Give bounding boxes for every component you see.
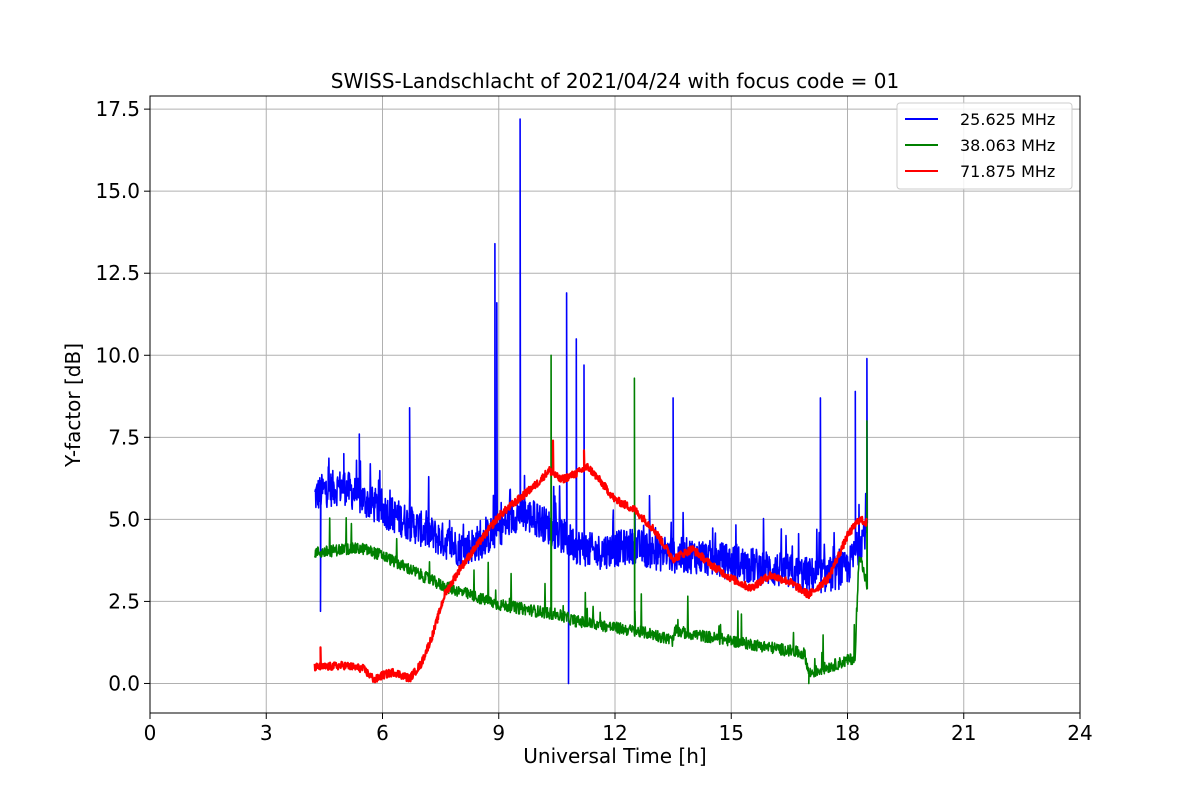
series-line <box>313 439 868 684</box>
y-tick-label: 7.5 <box>108 425 140 449</box>
grid <box>149 96 1081 713</box>
legend-box <box>896 102 1073 190</box>
legend-label: 38.063 MHz <box>960 136 1055 155</box>
chart-title: SWISS-Landschlacht of 2021/04/24 with fo… <box>331 69 899 93</box>
y-tick-label: 5.0 <box>108 507 140 531</box>
y-tick-label: 0.0 <box>108 671 140 695</box>
y-axis-label: Y-factor [dB] <box>61 343 85 468</box>
series-layer <box>313 118 869 685</box>
x-tick-label: 21 <box>951 721 976 745</box>
y-tick-label: 10.0 <box>95 343 140 367</box>
x-tick-label: 18 <box>835 721 860 745</box>
x-tick-label: 6 <box>376 721 389 745</box>
y-tick-label: 12.5 <box>95 261 140 285</box>
x-axis: 0 3 6 9 12 15 18 21 24 <box>144 713 1093 745</box>
legend: 25.625 MHz 38.063 MHz 71.875 MHz <box>896 102 1073 190</box>
y-tick-label: 17.5 <box>95 97 140 121</box>
x-tick-label: 15 <box>719 721 744 745</box>
x-tick-label: 9 <box>492 721 505 745</box>
legend-label: 71.875 MHz <box>960 162 1055 181</box>
x-tick-label: 0 <box>144 721 157 745</box>
x-axis-label: Universal Time [h] <box>523 744 706 768</box>
y-tick-label: 15.0 <box>95 179 140 203</box>
series-line <box>313 354 869 685</box>
legend-label: 25.625 MHz <box>960 110 1055 129</box>
series-line <box>314 118 869 685</box>
x-tick-label: 3 <box>260 721 273 745</box>
x-tick-label: 12 <box>602 721 627 745</box>
x-tick-label: 24 <box>1067 721 1092 745</box>
y-tick-label: 2.5 <box>108 589 140 613</box>
y-axis: 0.0 2.5 5.0 7.5 10.0 12.5 15.0 17.5 <box>95 97 150 695</box>
